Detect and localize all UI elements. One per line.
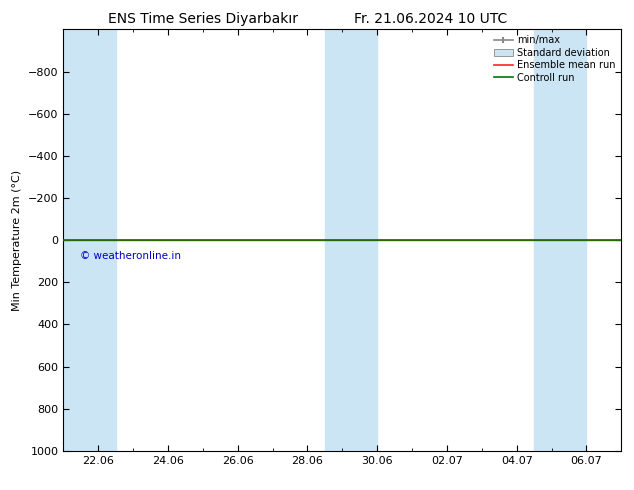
Bar — [325, 29, 377, 451]
Text: Fr. 21.06.2024 10 UTC: Fr. 21.06.2024 10 UTC — [354, 12, 508, 26]
Text: ENS Time Series Diyarbakır: ENS Time Series Diyarbakır — [108, 12, 298, 26]
Y-axis label: Min Temperature 2m (°C): Min Temperature 2m (°C) — [13, 170, 22, 311]
Text: © weatheronline.in: © weatheronline.in — [80, 251, 181, 261]
Bar — [63, 29, 115, 451]
Legend: min/max, Standard deviation, Ensemble mean run, Controll run: min/max, Standard deviation, Ensemble me… — [489, 31, 619, 86]
Bar — [534, 29, 586, 451]
